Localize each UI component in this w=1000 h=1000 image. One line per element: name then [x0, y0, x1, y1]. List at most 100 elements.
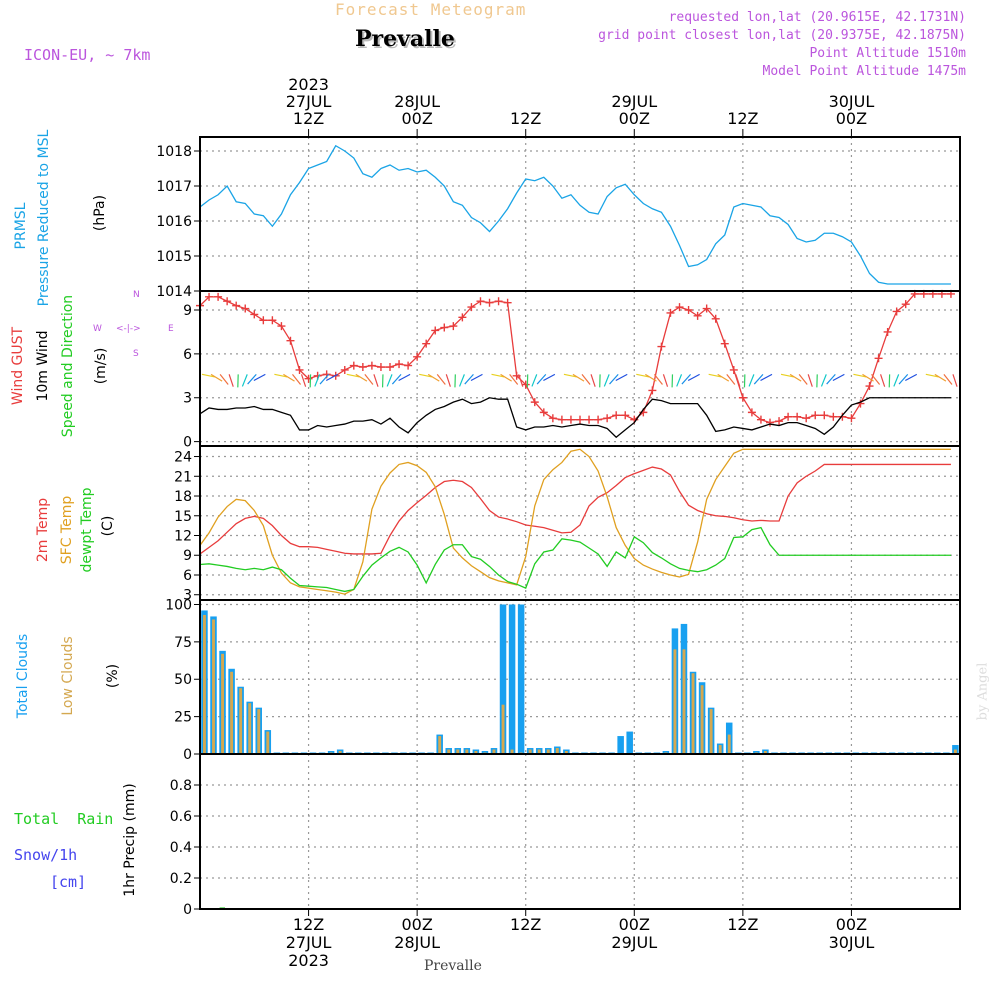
footer-location: Prevalle [424, 958, 482, 974]
temp-2m-line [199, 463, 951, 555]
gust-marker [901, 300, 910, 309]
precip-unit: 1hr Precip (mm) [122, 783, 138, 897]
wind-direction-arrow [470, 373, 483, 382]
wind-direction-arrow [934, 373, 947, 382]
wind-direction-arrow [536, 373, 547, 385]
wind-direction-arrow [314, 374, 321, 387]
gust-marker [829, 412, 838, 421]
wind-10m-label: 10m Wind [35, 330, 51, 402]
wind-direction-arrow [427, 373, 440, 382]
wind-direction-arrow [572, 373, 585, 382]
gust-marker [566, 415, 575, 424]
gust-marker [503, 298, 512, 307]
wind-ytick-label: 0 [183, 435, 192, 451]
total-cloud-bar [617, 736, 624, 754]
gust-marker [349, 361, 358, 370]
low-cloud-bar [492, 749, 496, 754]
gust-marker [675, 303, 684, 312]
gust-marker [594, 415, 603, 424]
gust-marker [892, 307, 901, 316]
gust-marker [476, 297, 485, 306]
gust-marker [603, 414, 612, 423]
point-altitude: Point Altitude 1510m [809, 46, 966, 61]
low-cloud-bar [763, 751, 767, 754]
low-cloud-bar [709, 709, 713, 754]
wind-direction-arrow [210, 373, 223, 382]
wind-direction-arrow [853, 373, 867, 378]
gust-marker [874, 354, 883, 363]
low-cloud-bar [239, 688, 243, 754]
wind-direction-arrow [687, 373, 700, 382]
top-time-label: 12Z [510, 109, 541, 128]
wind-direction-arrow [681, 373, 692, 385]
gust-marker [530, 398, 539, 407]
wind-direction-arrow [880, 374, 886, 387]
gust-marker [548, 414, 557, 423]
wind-direction-arrow [726, 373, 736, 385]
pressure-ytick-label: 1014 [156, 284, 192, 300]
grid-point-coords: grid point closest lon,lat (20.9375E, 42… [598, 28, 966, 43]
low-cloud-bar [266, 731, 270, 754]
top-time-label: 00Z [836, 109, 867, 128]
wind-direction-arrow [943, 373, 953, 385]
gust-marker [286, 336, 295, 345]
low-cloud-bar [248, 703, 252, 754]
compass-arrow: <-|-> [116, 324, 141, 334]
gust-marker [657, 342, 666, 351]
wind-direction-arrow [789, 373, 802, 382]
wind-direction-arrow [283, 373, 295, 382]
temp-dew-label: dewpt Temp [79, 487, 95, 573]
wind-direction-arrow [820, 374, 827, 387]
wind-direction-arrow [708, 373, 722, 378]
gust-marker [720, 339, 729, 348]
wind-direction-arrow [398, 373, 411, 382]
compass-s: S [133, 349, 139, 359]
bottom-time-label: 28JUL [394, 933, 440, 952]
gust-marker [747, 408, 756, 417]
wind-direction-arrow [717, 373, 730, 382]
wind-direction-arrow [760, 373, 773, 382]
snow-label: Snow/1h [14, 846, 78, 864]
low-cloud-bar [564, 751, 568, 754]
low-cloud-bar [212, 619, 215, 754]
wind-direction-arrow [228, 374, 234, 387]
total-cloud-bar [499, 604, 507, 754]
gust-marker [223, 297, 232, 306]
low-cloud-bar [456, 749, 460, 754]
temp-unit: (C) [100, 515, 116, 537]
gust-marker [404, 361, 413, 370]
total-cloud-bar [517, 604, 525, 754]
top-time-label: 30JUL [829, 92, 875, 111]
low-cloud-bar [537, 749, 541, 754]
gust-marker [802, 414, 811, 423]
wind-direction-arrow [509, 373, 519, 385]
low-cloud-bar [338, 751, 342, 754]
pressure-unit: (hPa) [92, 194, 108, 232]
compass-n: N [133, 290, 140, 300]
gust-marker [277, 322, 286, 331]
wind-10m-line [199, 397, 951, 439]
wind-gust-label: Wind GUST [10, 326, 26, 406]
clouds-ytick-label: 25 [174, 710, 192, 726]
wind-speed-dir-label: Speed and Direction [60, 294, 76, 438]
clouds-panel [194, 600, 960, 755]
low-cloud-bar [501, 704, 505, 754]
gust-marker [702, 304, 711, 313]
chart-title-top: Forecast Meteogram [335, 0, 527, 19]
wind-direction-arrow [491, 373, 505, 378]
precipitation-ytick-label: 0.2 [170, 871, 192, 887]
gust-marker [268, 316, 277, 325]
compass-w: W [93, 324, 102, 334]
wind-direction-arrow [253, 373, 266, 382]
temp-2m-label: 2m Temp [35, 497, 51, 563]
gust-marker [838, 412, 847, 421]
gust-marker [756, 415, 765, 424]
gust-marker [367, 361, 376, 370]
requested-coords: requested lon,lat (20.9615E, 42.1731N) [668, 10, 966, 25]
wind-ytick-label: 3 [183, 391, 192, 407]
top-time-label: 29JUL [611, 92, 657, 111]
wind-direction-arrow [500, 373, 512, 382]
gust-marker [539, 408, 548, 417]
precipitation-ytick-label: 0.4 [170, 840, 192, 856]
